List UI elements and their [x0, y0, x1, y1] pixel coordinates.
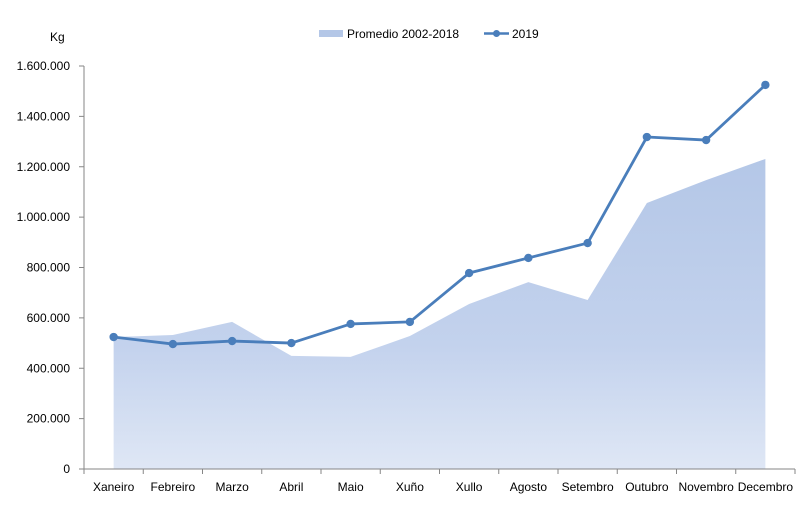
y-tick-label: 0 — [63, 462, 70, 476]
legend-label-line: 2019 — [512, 27, 539, 41]
data-point-2019 — [464, 268, 474, 278]
data-point-2019 — [227, 336, 237, 346]
y-tick-label: 800.000 — [27, 261, 71, 275]
area-series-promedio — [113, 158, 766, 469]
data-point-2019 — [287, 338, 296, 348]
y-axis-label: Kg — [50, 30, 65, 44]
x-tick-label: Outubro — [625, 480, 669, 494]
x-tick-label: Maio — [338, 480, 364, 494]
x-tick-label: Setembro — [562, 480, 614, 494]
data-point-2019 — [642, 132, 652, 142]
y-tick-label: 600.000 — [27, 311, 71, 325]
data-point-2019 — [761, 80, 770, 90]
y-tick-label: 1.400.000 — [17, 109, 71, 123]
data-point-2019 — [109, 332, 118, 342]
data-point-2019 — [701, 135, 711, 145]
x-tick-label: Xullo — [456, 480, 483, 494]
data-point-2019 — [346, 319, 355, 329]
legend-swatch-area — [319, 30, 343, 37]
x-tick-label: Xaneiro — [93, 480, 135, 494]
y-tick-label: 1.600.000 — [17, 59, 71, 73]
legend-marker — [493, 30, 500, 37]
x-tick-label: Abril — [279, 480, 303, 494]
x-tick-label: Febreiro — [151, 480, 196, 494]
y-tick-label: 400.000 — [27, 361, 71, 375]
y-tick-label: 1.200.000 — [17, 160, 71, 174]
x-tick-label: Decembro — [738, 480, 794, 494]
data-point-2019 — [524, 253, 533, 263]
y-tick-label: 200.000 — [27, 412, 71, 426]
data-point-2019 — [168, 339, 178, 349]
data-point-2019 — [583, 238, 592, 248]
x-tick-label: Novembro — [678, 480, 734, 494]
legend: Promedio 2002-2018 2019 — [319, 27, 539, 41]
x-tick-label: Marzo — [215, 480, 249, 494]
data-point-2019 — [405, 317, 415, 327]
legend-label-area: Promedio 2002-2018 — [347, 27, 459, 41]
x-tick-label: Xuño — [396, 480, 424, 494]
line-series-2019 — [113, 83, 767, 346]
y-tick-label: 1.000.000 — [17, 210, 71, 224]
x-tick-label: Agosto — [510, 480, 548, 494]
